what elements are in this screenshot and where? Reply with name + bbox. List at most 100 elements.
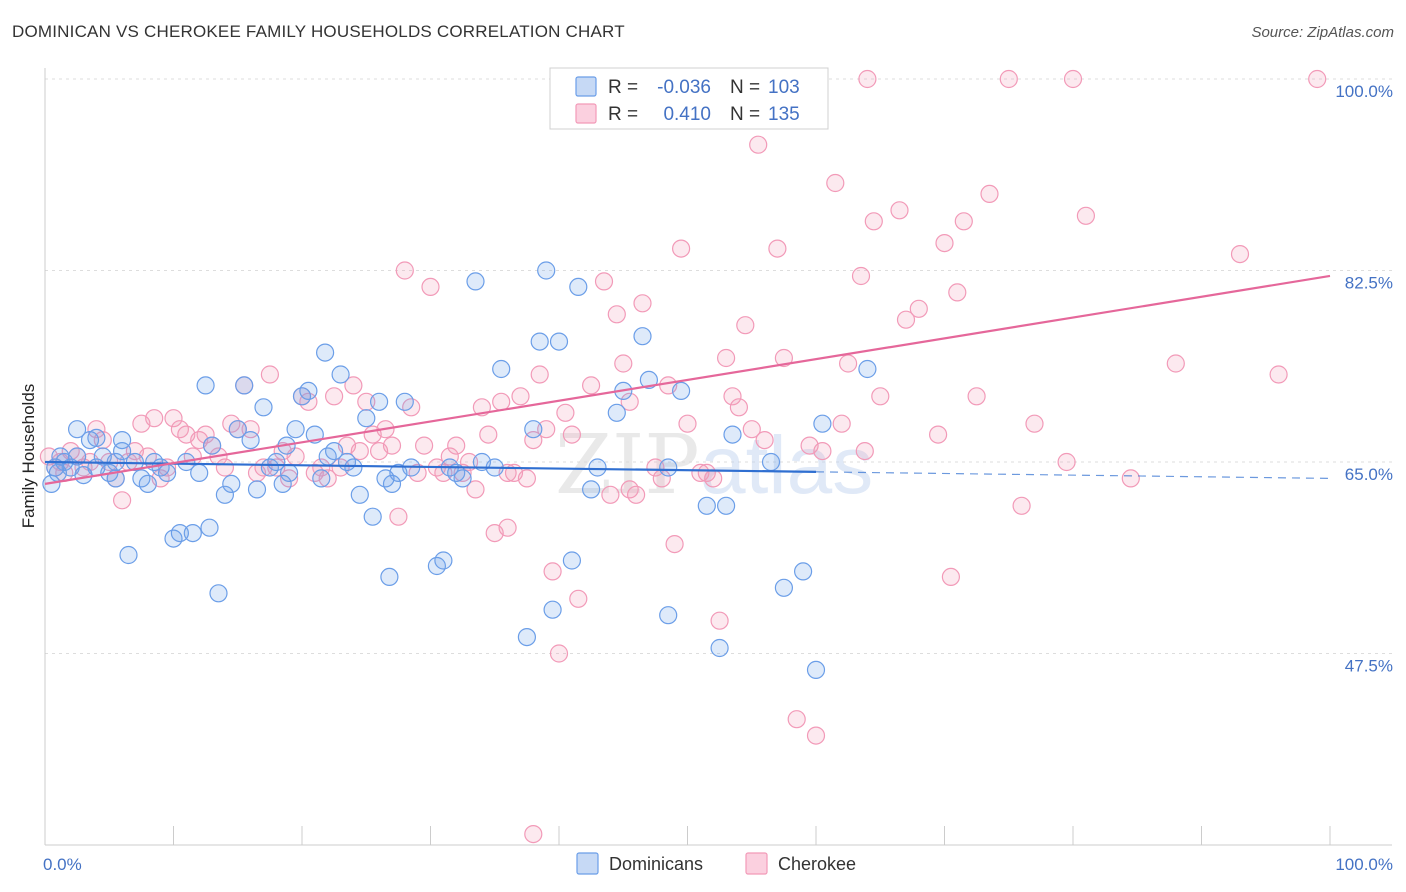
data-point-cherokee [479, 425, 498, 444]
data-point-cherokee [581, 376, 601, 395]
data-point-dominicans [569, 277, 588, 296]
y-tick-label: 82.5% [1345, 274, 1393, 293]
data-point-cherokee [704, 469, 723, 488]
data-point-cherokee [787, 710, 806, 729]
data-point-cherokee [948, 283, 967, 302]
watermark-atlas: atlas [700, 420, 873, 511]
data-point-cherokee [620, 392, 639, 411]
data-point-dominicans [350, 485, 369, 504]
data-point-cherokee [215, 458, 234, 477]
data-point-dominicans [543, 600, 562, 619]
data-point-dominicans [588, 458, 607, 477]
data-point-cherokee [896, 310, 916, 329]
data-point-dominicans [280, 463, 299, 482]
data-point-dominicans [697, 496, 716, 515]
data-point-dominicans [761, 452, 781, 472]
bottom-legend-label-cherokee: Cherokee [778, 854, 856, 874]
data-point-cherokee [1308, 69, 1327, 89]
data-point-cherokee [492, 392, 511, 411]
data-point-cherokee [344, 376, 363, 395]
data-point-dominicans [357, 409, 376, 428]
data-point-dominicans [119, 545, 138, 565]
x-tick-label-min: 0.0% [43, 855, 82, 874]
data-point-cherokee [498, 518, 517, 537]
data-point-cherokee [736, 316, 755, 335]
data-point-dominicans [331, 365, 350, 384]
data-point-cherokee [196, 425, 215, 444]
data-point-dominicans [170, 523, 189, 543]
data-point-dominicans [138, 474, 157, 493]
data-point-cherokee [1025, 414, 1044, 433]
legend-n-label-1: N = [730, 77, 760, 98]
data-point-dominicans [235, 376, 254, 395]
data-point-cherokee [145, 409, 164, 428]
data-point-cherokee [569, 589, 588, 608]
data-point-dominicans [241, 431, 260, 450]
data-point-cherokee [755, 431, 774, 450]
data-point-cherokee [460, 452, 479, 472]
data-point-dominicans [659, 606, 678, 625]
data-point-cherokee [614, 354, 633, 373]
data-point-cherokee [395, 261, 414, 280]
data-point-cherokee [871, 387, 890, 406]
data-point-cherokee [549, 644, 569, 663]
data-point-dominicans [774, 578, 794, 597]
data-point-cherokee [729, 398, 749, 417]
data-point-cherokee [851, 266, 871, 286]
data-point-cherokee [620, 480, 639, 499]
y-tick-labels: 100.0% 82.5% 65.0% 47.5% [1335, 82, 1393, 676]
data-point-dominicans [183, 523, 202, 543]
data-point-dominicans [200, 518, 219, 537]
trend-lines [44, 274, 1331, 485]
data-point-dominicans [382, 474, 402, 493]
legend-n-value-1: 103 [768, 77, 800, 98]
data-point-cherokee [633, 294, 652, 313]
data-point-dominicans [524, 420, 543, 439]
data-point-dominicans [299, 381, 318, 400]
data-point-dominicans [492, 359, 511, 379]
data-point-cherokee [941, 567, 961, 587]
data-point-cherokee [967, 387, 986, 406]
data-point-cherokee [838, 354, 858, 373]
data-point-dominicans [190, 463, 209, 482]
data-point-dominicans [530, 332, 549, 351]
data-point-cherokee [325, 387, 344, 406]
data-point-cherokee [1076, 206, 1096, 225]
legend-r-value-2: 0.410 [663, 104, 711, 125]
data-point-dominicans [639, 370, 659, 389]
data-point-cherokee [260, 365, 279, 384]
data-point-cherokee [1166, 354, 1185, 373]
data-point-cherokee [980, 184, 999, 203]
data-point-dominicans [671, 381, 691, 400]
data-point-cherokee [530, 365, 549, 384]
data-point-cherokee [832, 414, 851, 433]
x-tick-label-max: 100.0% [1335, 855, 1393, 874]
series-dominicans [42, 261, 877, 680]
data-point-dominicans [215, 485, 234, 504]
bottom-legend-swatch-dominicans [576, 852, 599, 875]
data-point-cherokee [774, 348, 794, 368]
data-point-dominicans [793, 562, 813, 581]
data-point-cherokee [768, 239, 787, 258]
data-point-cherokee [1121, 469, 1140, 488]
data-point-dominicans [813, 414, 832, 433]
data-point-cherokee [524, 431, 543, 450]
data-point-cherokee [537, 420, 556, 439]
data-point-cherokee [312, 458, 331, 477]
data-point-dominicans [254, 398, 273, 417]
legend-r-label-2: R = [608, 104, 638, 125]
legend-n-value-2: 135 [768, 104, 800, 125]
data-point-cherokee [164, 409, 183, 428]
data-point-cherokee [556, 403, 575, 422]
data-point-dominicans [370, 392, 389, 411]
data-point-dominicans [537, 261, 556, 280]
y-tick-label: 47.5% [1345, 657, 1393, 676]
legend-swatch-cherokee [575, 103, 597, 124]
data-point-dominicans [581, 480, 601, 499]
data-point-dominicans [395, 392, 414, 411]
data-point-dominicans [247, 480, 267, 499]
data-point-dominicans [67, 420, 87, 439]
data-point-cherokee [665, 534, 684, 554]
trend-line-cherokee [44, 274, 1331, 485]
data-point-dominicans [453, 469, 472, 488]
